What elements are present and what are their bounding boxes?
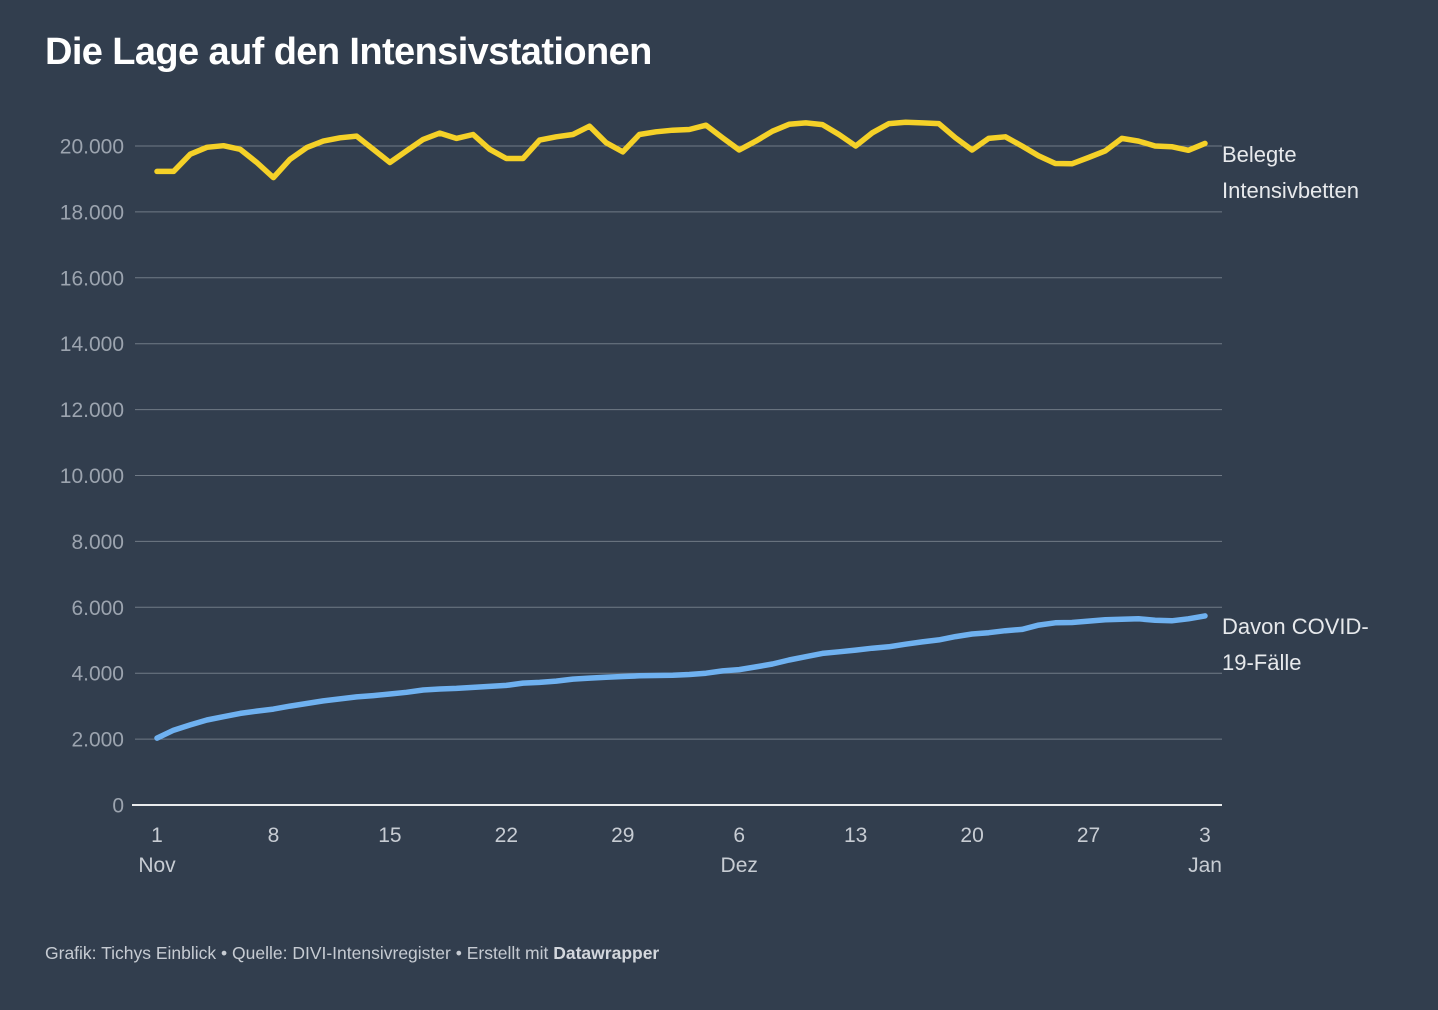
x-tick-label: 1 [151, 824, 163, 847]
x-tick-label: 22 [495, 824, 518, 847]
x-tick-label: 6 [733, 824, 745, 847]
y-tick-label: 0 [112, 795, 124, 818]
y-tick-label: 18.000 [60, 201, 124, 224]
series-label-line: 19-Fälle [1222, 650, 1302, 675]
x-tick-label: 15 [378, 824, 401, 847]
series-label-belegte-intensivbetten: Belegte Intensivbetten [1222, 137, 1412, 209]
x-tick-label: 8 [268, 824, 280, 847]
attribution-text: Grafik: Tichys Einblick • Quelle: DIVI-I… [45, 943, 554, 963]
series-label-davon-covid-19-faelle: Davon COVID- 19-Fälle [1222, 609, 1412, 681]
y-tick-label: 2.000 [71, 729, 124, 752]
series-line-davon-covid-19-f-lle [154, 613, 1208, 741]
y-tick-label: 12.000 [60, 399, 124, 422]
x-tick-month-label: Nov [138, 854, 176, 877]
x-tick-label: 27 [1077, 824, 1100, 847]
y-tick-label: 8.000 [71, 531, 124, 554]
datawrapper-brand: Datawrapper [553, 943, 660, 963]
series-label-line: Davon COVID- [1222, 614, 1369, 639]
y-tick-label: 4.000 [71, 663, 124, 686]
x-tick-label: 20 [960, 824, 983, 847]
y-tick-label: 14.000 [60, 333, 124, 356]
x-tick-label: 29 [611, 824, 634, 847]
series-line-belegte-intensivbetten [154, 119, 1208, 181]
y-tick-label: 16.000 [60, 267, 124, 290]
attribution-footer: Grafik: Tichys Einblick • Quelle: DIVI-I… [45, 943, 659, 964]
x-tick-label: 3 [1199, 824, 1211, 847]
series-label-line: Intensivbetten [1222, 178, 1359, 203]
x-tick-month-label: Dez [721, 854, 758, 877]
y-tick-label: 10.000 [60, 465, 124, 488]
chart-title: Die Lage auf den Intensivstationen [45, 31, 652, 73]
y-tick-label: 6.000 [71, 597, 124, 620]
x-tick-month-label: Jan [1188, 854, 1222, 877]
y-tick-label: 20.000 [60, 136, 124, 159]
series-label-line: Belegte [1222, 142, 1297, 167]
x-tick-label: 13 [844, 824, 867, 847]
